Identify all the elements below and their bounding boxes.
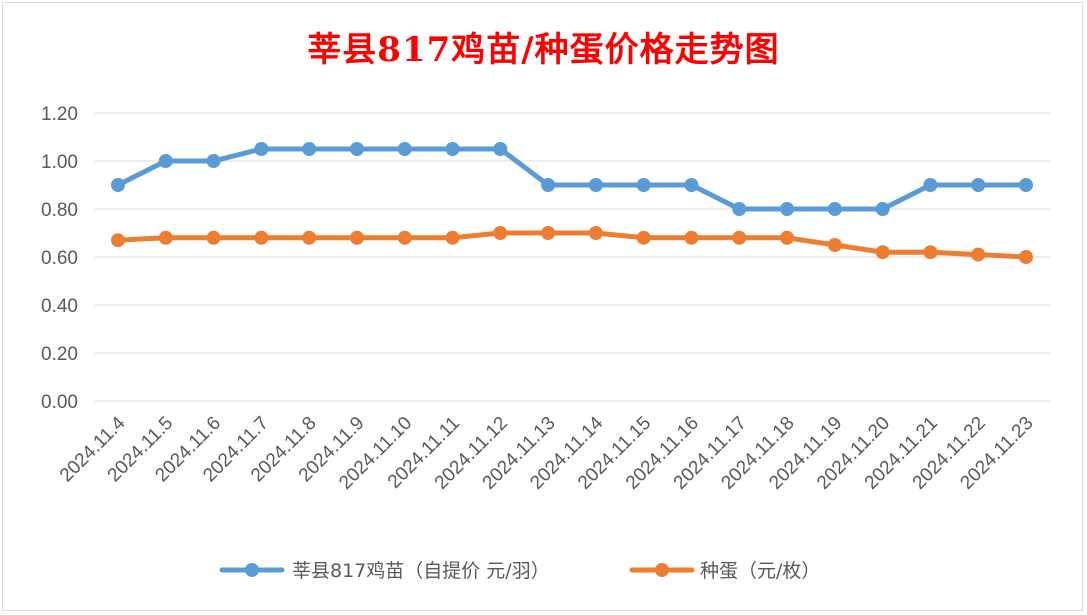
data-point [254,142,269,156]
legend-marker [655,563,669,577]
series-line [115,146,1029,212]
data-point [206,230,221,245]
data-point [445,230,460,245]
legend-label: 种蛋（元/枚） [700,560,820,582]
data-point [827,202,842,216]
data-point [732,230,747,245]
data-point [923,178,938,192]
data-point [541,178,556,192]
data-point [1019,250,1033,264]
series-0 [111,142,1033,216]
data-point [971,178,986,192]
data-point [875,245,890,260]
data-point [780,202,795,216]
data-point [206,154,221,168]
data-point [111,233,125,248]
data-point [1019,178,1033,192]
data-point [875,202,890,216]
y-tick-label: 0.60 [41,248,78,269]
data-point [158,154,173,168]
data-point [158,230,173,245]
y-tick-label: 0.40 [41,296,78,317]
data-point [349,142,364,156]
series-1 [111,226,1033,264]
legend-label: 莘县817鸡苗（自提价 元/羽） [292,560,550,582]
data-point [302,230,317,245]
data-point [684,230,699,245]
data-point [493,226,508,240]
y-tick-label: 0.80 [41,200,78,221]
data-point [445,142,460,156]
data-point [493,142,508,156]
y-tick-label: 1.00 [41,152,78,173]
data-point [111,178,125,192]
y-tick-label: 1.20 [41,104,78,125]
data-point [827,238,842,252]
legend-item: 种蛋（元/枚） [629,560,820,582]
data-point [349,230,364,245]
data-point [636,230,651,245]
data-point [923,245,938,260]
chart-title: 莘县817鸡苗/种蛋价格走势图 [307,30,780,70]
data-point [302,142,317,156]
legend-item: 莘县817鸡苗（自提价 元/羽） [219,560,550,582]
y-tick-label: 0.00 [41,392,78,413]
data-point [588,178,603,192]
data-point [397,230,412,245]
data-point [732,202,747,216]
data-point [636,178,651,192]
legend-marker [245,563,259,577]
data-point [588,226,603,240]
data-point [684,178,699,192]
y-tick-label: 0.20 [41,344,78,365]
series-line [115,230,1029,260]
data-point [780,230,795,245]
data-point [971,247,986,262]
data-point [254,230,269,245]
data-point [397,142,412,156]
data-point [541,226,556,240]
